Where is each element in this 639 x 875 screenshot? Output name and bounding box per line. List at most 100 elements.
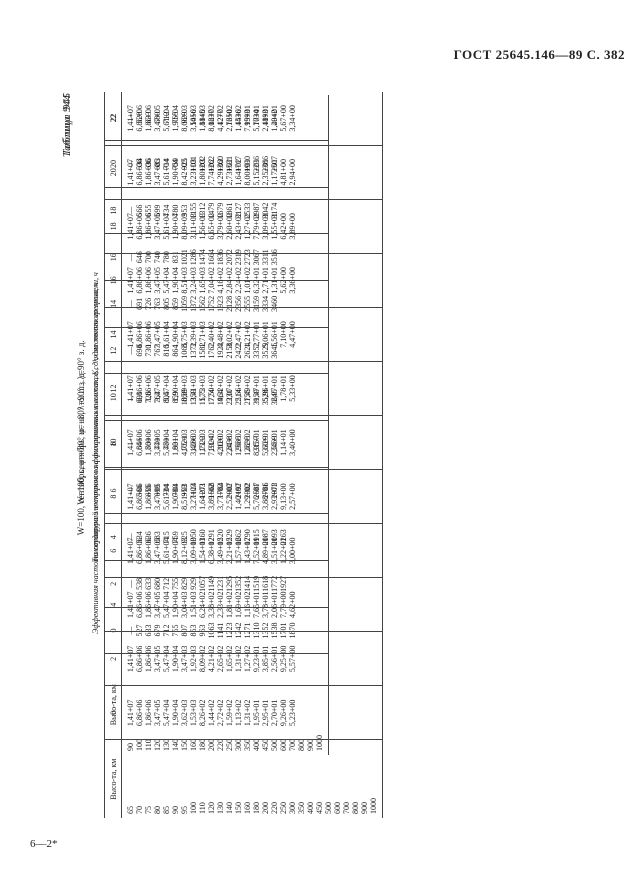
table-cell: 1,78+01: [279, 375, 288, 402]
table-945-block: Таблица 945 W=100, сентябрь, φ=−80° ю. ш…: [60, 88, 383, 818]
table-cell: 6,86+06: [135, 537, 144, 564]
altitude-value: 450: [315, 802, 324, 814]
table-cell: 6,86+06: [135, 429, 144, 456]
table-cell: 3,77+02: [216, 483, 225, 510]
table-cell: 2,93+01: [270, 483, 279, 510]
table-cell: 9,23+01: [252, 645, 261, 673]
table-cell: [342, 580, 351, 629]
table-cell: 1,64+02: [234, 159, 243, 186]
table-cell: [315, 364, 324, 413]
table-cell: 8,12+03: [180, 537, 189, 564]
table-cell: 2,70+01: [270, 699, 279, 727]
table-cell: 3,34+00: [288, 105, 297, 132]
altitude-value: 75: [144, 806, 153, 814]
table-cell: [315, 94, 324, 143]
table-cell: 1,96+02: [234, 429, 243, 456]
table-cell: [306, 256, 315, 305]
table-cell: [369, 526, 378, 575]
table-cell: [324, 148, 333, 197]
table-cell: 1,86+06: [144, 537, 153, 564]
table-cell: 5,47+04: [162, 375, 171, 402]
table-cell: 1,81+02: [225, 591, 234, 619]
table-cell: [306, 580, 315, 629]
table-cell: 2,24+02: [234, 267, 243, 294]
table-cell: 3,07+02: [225, 375, 234, 402]
altitude-value: 900: [360, 802, 369, 814]
table-cell: [324, 364, 333, 413]
table-cell: [342, 148, 351, 197]
table-cell: [315, 472, 324, 521]
table-cell: 1,59+02: [225, 699, 234, 727]
table-cell: 1,86+06: [144, 321, 153, 348]
table-cell: 7,65+01: [252, 591, 261, 619]
table-cell: 2,97+01: [270, 375, 279, 402]
table-cell: [369, 688, 378, 737]
table-cell: 5,47+04: [162, 645, 171, 673]
table-cell: 4,81+00: [279, 159, 288, 186]
table-cell: 3,47+05: [153, 213, 162, 240]
table-cell: 4,21+02: [207, 645, 216, 673]
table-cell: 1,90+04: [171, 429, 180, 456]
table-cell: 5,57+00: [288, 645, 297, 673]
table-cell: [333, 310, 342, 359]
table-cell: 4,10+02: [216, 429, 225, 456]
table-cell: 9,13+00: [279, 483, 288, 510]
table-cell: 4,75+03: [180, 429, 189, 456]
table-cell: 6,86+06: [135, 267, 144, 294]
altitude-value: 150: [234, 802, 243, 814]
table-cell: 1,86+06: [144, 105, 153, 132]
table-cell: 1,56+01: [270, 321, 279, 348]
table-cell: 5,23+00: [288, 699, 297, 727]
table-cell: 2,71+01: [261, 267, 270, 294]
table-cell: 7,10+00: [279, 321, 288, 348]
table-cell: [351, 634, 360, 683]
table-cell: [333, 418, 342, 467]
table-cell: 2,73+02: [225, 159, 234, 186]
table-cell: 1,86+06: [144, 591, 153, 619]
value-column: 1,41+07 6,86+06 1,86+06 3,47+05 5,47+04 1,90+…: [121, 361, 383, 416]
table-cell: 7,99+01: [243, 105, 252, 132]
table-cell: 1,43+02: [243, 537, 252, 564]
table-cell: [306, 310, 315, 359]
table-cell: [315, 256, 324, 305]
altitude-value: 350: [297, 802, 306, 814]
table-cell: 9,25+00: [279, 645, 288, 673]
table-cell: 9,47+01: [252, 375, 261, 402]
table-cell: 7,74+02: [207, 159, 216, 186]
table-cell: [333, 364, 342, 413]
table-cell: [315, 526, 324, 575]
altitude-value: 250: [279, 802, 288, 814]
table-cell: 1,40+02: [234, 483, 243, 510]
table-cell: 5,15+01: [252, 159, 261, 186]
table-cell: 6,86+06: [135, 105, 144, 132]
table-cell: [369, 202, 378, 251]
value-column: 1,41+07 6,86+06 1,86+06 3,47+05 5,47+04 1,90+…: [121, 253, 383, 308]
table-cell: [324, 472, 333, 521]
table-row: 65 70 75 80 85 90 95 100 110 120 130 140 150 160 180 20…: [121, 92, 383, 818]
table-cell: [297, 526, 306, 575]
table-cell: 3,47+05: [153, 321, 162, 348]
table-cell: [333, 148, 342, 197]
table-cell: [342, 418, 351, 467]
table-cell: [306, 472, 315, 521]
table-cell: 6,86+06: [135, 159, 144, 186]
table-cell: 3,09+03: [189, 537, 198, 564]
table-cell: 5,67+00: [279, 105, 288, 132]
table-cell: 5,62+00: [279, 267, 288, 294]
table-cell: 3,47+05: [153, 429, 162, 456]
table-cell: 2,33+02: [216, 591, 225, 619]
altitude-value: 70: [135, 806, 144, 814]
hour-column-header: 16: [104, 253, 122, 308]
table-cell: 5,61+04: [162, 105, 171, 132]
table-cell: 5,60+01: [261, 429, 270, 456]
table-cell: [360, 364, 369, 413]
table-cell: 1,65+02: [225, 645, 234, 673]
table-cell: 1,41+07: [126, 159, 135, 186]
table-cell: [324, 634, 333, 683]
table-cell: 5,33+00: [288, 375, 297, 402]
table-cell: [324, 94, 333, 143]
table-cell: 2,84+02: [225, 267, 234, 294]
table-cell: [369, 634, 378, 683]
table-cell: 8,08+03: [180, 105, 189, 132]
table-cell: 1,90+04: [171, 645, 180, 673]
